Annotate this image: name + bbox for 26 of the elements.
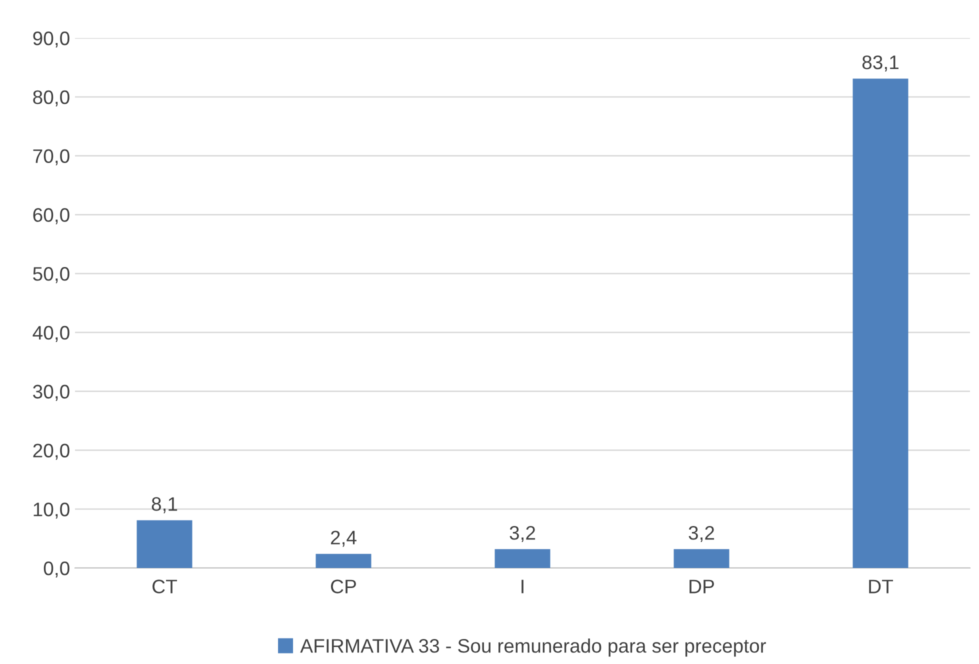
bar <box>494 549 550 568</box>
y-tick-label: 10,0 <box>34 502 70 519</box>
data-label: 83,1 <box>862 55 898 72</box>
y-tick-label: 60,0 <box>33 208 70 224</box>
y-tick-label: 90,0 <box>33 31 70 48</box>
y-tick-label: 80,0 <box>33 90 70 106</box>
x-tick-label: I <box>522 580 524 594</box>
data-label: 3,2 <box>510 526 536 542</box>
y-tick-label: 50,0 <box>33 267 70 284</box>
bar <box>136 520 192 568</box>
y-tick-label: 0,0 <box>44 561 70 578</box>
bar <box>674 549 730 568</box>
data-label: 3,2 <box>688 526 714 542</box>
x-tick-label: CT <box>152 580 178 594</box>
data-label: 8,1 <box>152 497 178 514</box>
data-label: 2,4 <box>330 530 356 547</box>
y-tick-label: 70,0 <box>33 149 70 166</box>
legend-label: AFIRMATIVA 33 - Sou remunerado para ser preceptor <box>300 638 766 657</box>
y-tick-label: 30,0 <box>33 384 70 401</box>
x-tick-label: DT <box>869 580 894 594</box>
bar <box>852 78 908 568</box>
bar <box>316 554 372 568</box>
x-tick-label: DP <box>690 580 714 594</box>
y-tick-label: 40,0 <box>32 326 70 342</box>
x-tick-label: CP <box>330 580 356 594</box>
y-tick-label: 20,0 <box>33 444 70 460</box>
